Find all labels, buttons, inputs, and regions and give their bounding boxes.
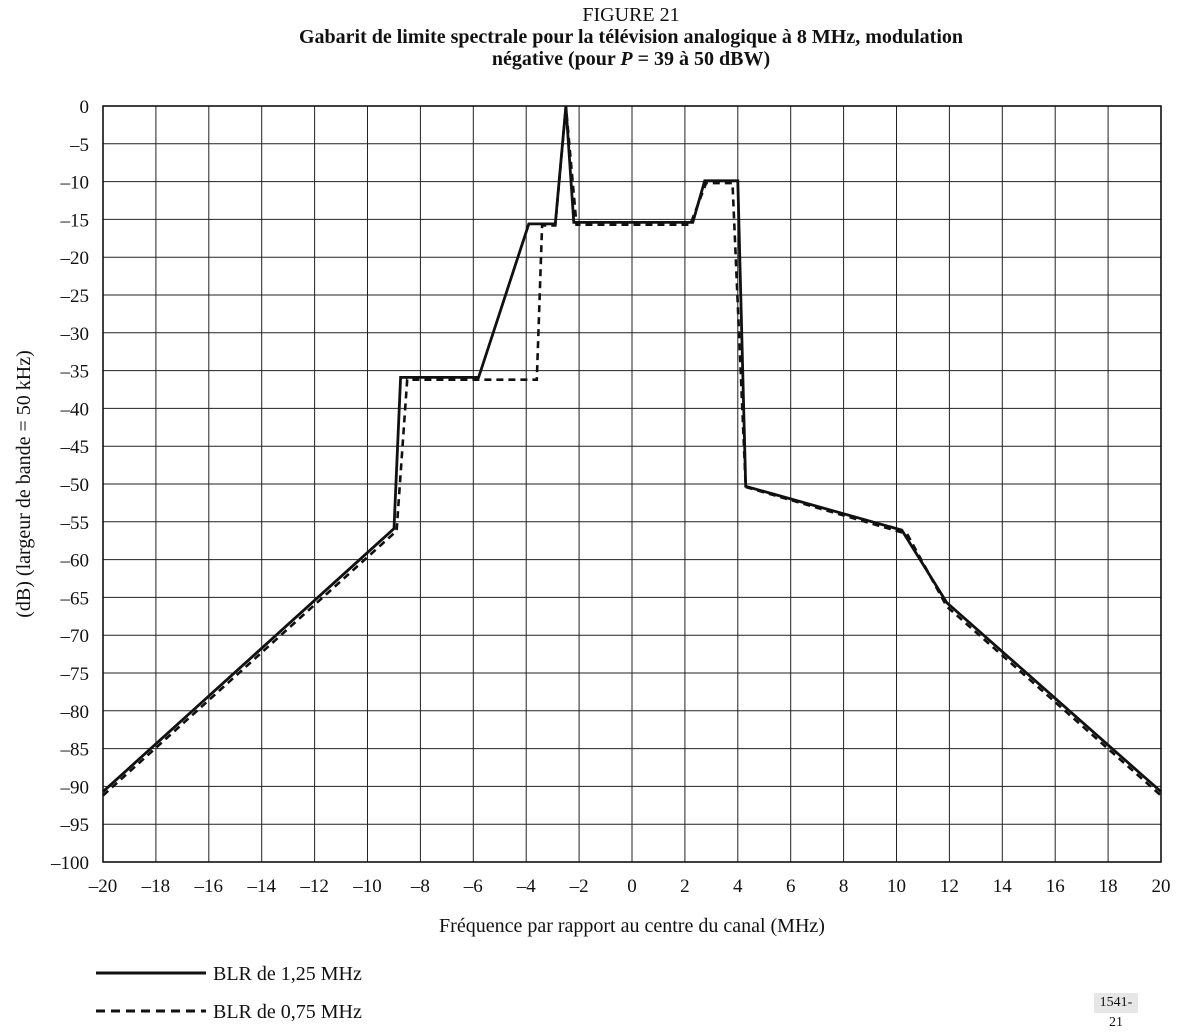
y-tick-label: –100 [50, 853, 89, 874]
x-tick-label: –14 [246, 876, 276, 897]
series-line-solid [102, 105, 1162, 793]
y-tick-label: –70 [60, 626, 90, 647]
y-tick-label: –75 [60, 664, 90, 685]
x-tick-label: 6 [786, 876, 796, 897]
y-axis-title: (dB) (largeur de bande = 50 kHz) [13, 350, 35, 617]
y-tick-label: –60 [60, 551, 90, 572]
x-tick-label: 20 [1152, 876, 1171, 897]
x-tick-label: 10 [887, 876, 906, 897]
x-tick-label: –16 [194, 876, 224, 897]
y-tick-label: –90 [60, 777, 90, 798]
x-tick-label: –6 [463, 876, 483, 897]
y-tick-label: –15 [60, 210, 90, 231]
legend-label-0-75mhz: BLR de 0,75 MHz [213, 1001, 362, 1023]
x-tick-label: 0 [627, 876, 637, 897]
x-tick-label: 18 [1099, 876, 1118, 897]
tick-labels: –20 –18 –16 –14 –12 –10 –8 –6 –4 –2 0 2 4 6 8 10 12 14 16 1… [50, 97, 1171, 897]
x-tick-label: –12 [299, 876, 329, 897]
y-tick-label: –45 [60, 437, 90, 458]
plot-area-border [102, 105, 1162, 863]
title-line-2-end: = 39 à 50 dBW) [632, 48, 771, 70]
x-tick-label: –4 [516, 876, 537, 897]
title-variable: P [620, 48, 633, 70]
y-tick-label: –95 [60, 815, 90, 836]
y-tick-label: –55 [60, 513, 90, 534]
x-tick-label: 16 [1046, 876, 1065, 897]
y-tick-label: –50 [60, 475, 90, 496]
x-tick-label: 8 [839, 876, 849, 897]
y-tick-label: –10 [60, 173, 90, 194]
chart-title-block: FIGURE 21 Gabarit de limite spectrale po… [0, 4, 1179, 70]
series-line-dashed [102, 105, 1162, 797]
y-tick-label: –40 [60, 399, 90, 420]
x-tick-label: –8 [410, 876, 430, 897]
legend: BLR de 1,25 MHz BLR de 0,75 MHz [96, 963, 362, 1023]
x-tick-label: –10 [352, 876, 382, 897]
grid [102, 105, 1162, 863]
y-tick-label: –65 [60, 588, 90, 609]
y-tick-label: –80 [60, 702, 90, 723]
y-tick-label: –85 [60, 740, 90, 761]
series-lines [102, 105, 1162, 797]
x-tick-label: 2 [680, 876, 690, 897]
x-tick-label: –18 [141, 876, 171, 897]
figure-code-badge: 1541-21 [1094, 993, 1138, 1030]
y-tick-label: –35 [60, 362, 90, 383]
x-tick-label: 4 [733, 876, 743, 897]
x-tick-label: –2 [569, 876, 589, 897]
chart-title-line-1: Gabarit de limite spectrale pour la télé… [298, 26, 964, 48]
y-tick-label: –25 [60, 286, 90, 307]
x-tick-label: 14 [993, 876, 1013, 897]
title-line-2-start: négative (pour [491, 48, 621, 70]
y-tick-label: 0 [80, 97, 90, 118]
x-axis-title: Fréquence par rapport au centre du canal… [439, 915, 825, 937]
chart-title-line-2: négative (pour P = 39 à 50 dBW) [0, 48, 1179, 70]
x-tick-label: 12 [940, 876, 959, 897]
y-tick-label: –30 [60, 324, 90, 345]
y-tick-label: –5 [69, 135, 89, 156]
figure-number: FIGURE 21 [582, 4, 680, 26]
x-tick-label: –20 [88, 876, 118, 897]
y-tick-label: –20 [60, 248, 90, 269]
legend-label-1-25mhz: BLR de 1,25 MHz [213, 963, 362, 985]
